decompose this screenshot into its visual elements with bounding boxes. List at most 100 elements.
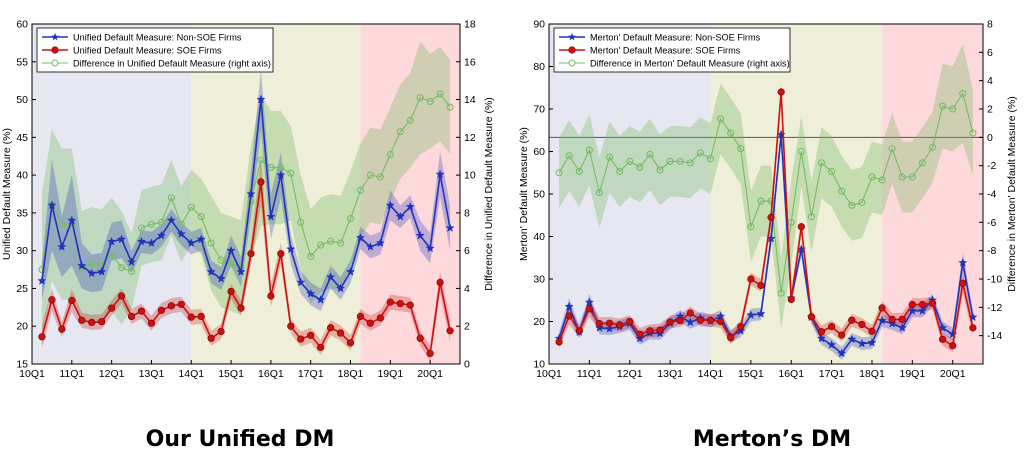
data-point-soe [287, 322, 295, 330]
data-point-difference [426, 97, 434, 105]
x-tick-label: 13Q1 [657, 368, 683, 380]
series-line-2 [558, 92, 974, 294]
data-point-difference [848, 201, 856, 209]
data-point-nonsoe [365, 241, 376, 251]
data-point-difference [187, 203, 195, 211]
data-point-nonsoe [87, 268, 97, 278]
data-point-difference [167, 194, 175, 202]
data-point-soe [257, 178, 265, 186]
x-tick-label: 16Q1 [258, 368, 284, 380]
data-point-nonsoe [756, 308, 766, 318]
panel-title-merton: Merton’s DM [693, 427, 851, 452]
left-tick-label: 60 [533, 146, 545, 158]
right-tick-label: -4 [987, 189, 996, 201]
data-point-nonsoe [877, 315, 887, 325]
data-point-difference [747, 223, 755, 231]
data-point-difference [346, 215, 355, 223]
right-tick-label: 6 [464, 245, 470, 257]
data-point-difference [939, 102, 947, 110]
data-point-soe [416, 334, 424, 342]
regime-band-2 [882, 24, 983, 364]
data-point-nonsoe [897, 322, 907, 332]
data-point-soe [58, 325, 66, 333]
right-tick-label: -12 [987, 302, 1002, 314]
data-point-nonsoe [405, 201, 415, 211]
data-point-soe [386, 298, 394, 306]
data-point-difference [777, 289, 785, 297]
data-point-nonsoe [256, 94, 266, 104]
data-point-nonsoe [37, 275, 47, 285]
data-point-soe [167, 302, 175, 310]
data-point-soe [356, 312, 365, 321]
x-tick-label: 12Q1 [99, 368, 125, 380]
data-point-difference [58, 220, 66, 228]
left-tick-label: 30 [16, 245, 28, 257]
right-tick-label: 8 [987, 19, 993, 31]
data-point-nonsoe [186, 238, 196, 248]
data-point-difference [366, 171, 374, 179]
right-tick-label: 0 [987, 132, 993, 144]
data-point-soe [939, 335, 947, 343]
data-point-difference [636, 163, 644, 171]
x-tick-label: 19Q1 [900, 368, 926, 380]
data-point-soe [217, 327, 225, 336]
data-point-difference [666, 157, 674, 165]
data-point-nonsoe [415, 230, 425, 240]
data-point-difference [888, 145, 896, 153]
data-point-difference [337, 239, 345, 247]
regime-band-1 [710, 24, 883, 364]
data-point-nonsoe [445, 223, 455, 232]
legend-label-0: Unified Default Measure: Non-SOE Firms [73, 32, 242, 42]
data-point-soe [137, 307, 146, 315]
data-point-nonsoe [635, 333, 645, 343]
right-tick-label: -14 [987, 330, 1002, 342]
data-point-soe [187, 313, 195, 321]
data-point-soe [656, 326, 664, 334]
data-point-nonsoe [948, 329, 958, 339]
data-point-soe [838, 331, 846, 339]
data-point-soe [706, 316, 715, 324]
data-point-soe [666, 318, 674, 326]
data-point-difference [376, 173, 384, 181]
confidence-band-series-2 [41, 41, 451, 346]
data-point-soe [327, 324, 335, 332]
right-tick-label: -2 [987, 160, 996, 172]
data-point-soe [317, 343, 325, 351]
data-point-difference [646, 150, 654, 158]
legend-box [553, 27, 791, 73]
data-point-soe [858, 320, 866, 329]
data-point-nonsoe [887, 318, 897, 328]
data-point-soe [595, 320, 604, 328]
right-axis-label: Difference in Unified Default Measure (%… [483, 97, 495, 291]
data-point-difference [676, 157, 684, 165]
data-point-soe [157, 306, 165, 314]
legend-label-2: Difference in Merton' Default Measure (r… [590, 58, 790, 68]
data-point-soe [848, 316, 856, 324]
data-point-difference [575, 167, 583, 175]
data-point-difference [555, 169, 563, 177]
data-point-difference [706, 155, 715, 163]
data-point-nonsoe [236, 266, 246, 276]
x-tick-label: 10Q1 [536, 368, 562, 380]
data-point-difference [656, 166, 664, 174]
data-point-difference [969, 129, 977, 137]
data-point-soe [207, 334, 215, 342]
legend-marker-circle [568, 46, 576, 54]
data-point-soe [307, 331, 315, 339]
data-point-soe [646, 327, 654, 335]
right-tick-label: 4 [987, 75, 993, 87]
data-point-soe [247, 250, 255, 258]
data-point-difference [898, 173, 906, 181]
x-tick-label: 12Q1 [617, 368, 643, 380]
data-point-soe [346, 339, 355, 347]
data-point-difference [217, 256, 225, 264]
data-point-soe [147, 319, 156, 327]
legend-marker-star [568, 32, 576, 41]
left-tick-label: 35 [16, 207, 28, 219]
data-point-nonsoe [826, 339, 837, 349]
data-point-nonsoe [77, 260, 87, 270]
data-point-soe [108, 304, 116, 312]
data-point-soe [237, 304, 245, 312]
data-point-difference [727, 129, 735, 137]
